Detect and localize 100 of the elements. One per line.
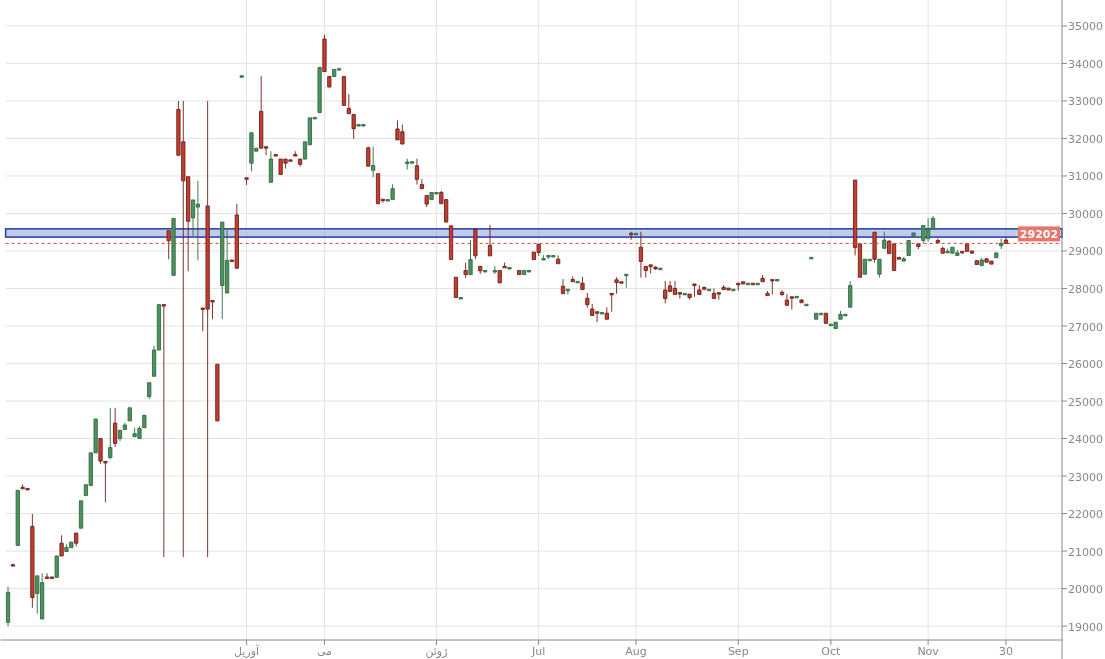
candlestick (814, 312, 819, 320)
candlestick (716, 292, 721, 301)
candlestick (487, 224, 493, 257)
candlestick (799, 298, 804, 304)
candlestick (580, 276, 585, 291)
y-tick-label: 28000 (1068, 282, 1103, 296)
y-tick-label: 32000 (1068, 132, 1103, 146)
candlestick (775, 279, 780, 282)
x-tick-label: Aug (625, 645, 647, 658)
x-tick-label: Jul (531, 645, 546, 658)
candlestick (351, 113, 356, 140)
y-tick-label: 35000 (1068, 20, 1103, 34)
y-tick-label: 19000 (1068, 620, 1103, 634)
candlestick (268, 150, 274, 183)
candlestick (463, 262, 468, 279)
candlestick (916, 243, 921, 250)
candlestick (794, 295, 799, 299)
candlestick (711, 288, 717, 300)
x-tick-label: Oct (821, 645, 841, 658)
candlestick (599, 312, 605, 315)
candlestick (994, 252, 999, 259)
y-tick-label: 25000 (1068, 395, 1103, 409)
candlestick (113, 407, 118, 448)
candlestick (517, 270, 522, 276)
candlestick (244, 177, 249, 186)
candlestick (171, 217, 176, 276)
candlestick (901, 256, 906, 262)
y-tick-label: 21000 (1068, 545, 1103, 559)
candlestick (293, 150, 298, 157)
candlestick (15, 489, 20, 546)
x-tick-label: می (316, 645, 333, 658)
candlestick (609, 292, 614, 313)
candlestick (755, 282, 760, 286)
candlestick (872, 231, 877, 264)
candlestick (458, 297, 463, 300)
y-tick-label: 23000 (1068, 470, 1103, 484)
candlestick (672, 280, 678, 295)
candlestick (848, 280, 853, 308)
candlestick (502, 262, 507, 269)
candlestick (166, 230, 171, 260)
candlestick (731, 288, 736, 292)
candlestick (234, 203, 239, 269)
candlestick (298, 158, 303, 168)
candlestick (779, 289, 785, 297)
candlestick (638, 231, 644, 279)
candlestick (765, 290, 770, 297)
y-tick-label: 27000 (1068, 320, 1103, 334)
candlestick (935, 238, 940, 244)
candlestick (453, 276, 459, 298)
x-tick-label: 30 (999, 645, 1014, 658)
candlestick (332, 68, 337, 77)
candlestick (346, 93, 351, 115)
candlestick (565, 288, 570, 295)
x-tick-label: ژوئن (425, 645, 448, 658)
candlestick (687, 293, 692, 301)
candlestick (575, 280, 580, 284)
candlestick (375, 173, 381, 205)
candlestick (161, 303, 166, 558)
candlestick (629, 231, 634, 241)
candlestick (784, 293, 790, 306)
candlestick (541, 254, 546, 261)
candlestick (906, 239, 911, 256)
candlestick (142, 414, 147, 429)
candlestick (658, 267, 663, 271)
y-tick-label: 26000 (1068, 358, 1103, 372)
candlestick (497, 270, 502, 284)
candlestick (979, 257, 984, 267)
candlestick (59, 534, 64, 557)
x-tick-label: آوریل (234, 644, 261, 658)
candlestick (341, 76, 347, 106)
candlestick (327, 76, 332, 88)
candlestick (891, 243, 897, 271)
candlestick (770, 279, 775, 295)
candlestick (117, 429, 123, 442)
candlestick (697, 284, 702, 295)
candlestick (882, 231, 887, 249)
candlestick (585, 292, 590, 309)
candlestick (604, 306, 609, 320)
candlestick (507, 267, 512, 270)
y-tick-label: 29000 (1068, 245, 1103, 259)
candlestick (127, 407, 132, 422)
y-tick-label: 31000 (1068, 170, 1103, 184)
candlestick (560, 278, 566, 295)
candlestick (322, 34, 327, 73)
candlestick (74, 532, 79, 548)
candlestick (5, 586, 11, 627)
candlestick (44, 572, 50, 579)
candlestick (492, 265, 497, 275)
candlestick (521, 270, 527, 276)
candlestick (54, 555, 59, 578)
y-tick-label: 22000 (1068, 508, 1103, 522)
candlestick (570, 276, 575, 283)
candlestick (424, 195, 429, 208)
candlestick (108, 407, 113, 460)
ref-line-label: 29202 (1019, 227, 1059, 241)
candlestick (473, 229, 478, 260)
candlestick (478, 265, 483, 275)
candlestick (809, 256, 814, 260)
x-tick-label: Sep (727, 645, 749, 658)
candlestick (483, 270, 488, 273)
